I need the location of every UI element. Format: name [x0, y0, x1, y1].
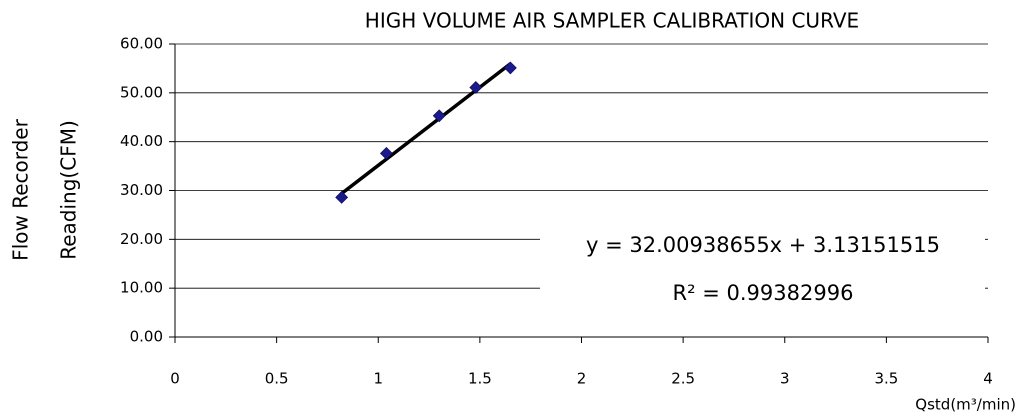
x-tick-label: 3.5 [874, 370, 898, 388]
x-tick-label: 0.5 [265, 370, 289, 388]
y-tick-label: 40.00 [120, 132, 163, 150]
y-axis-label: Reading(CFM) [57, 120, 81, 260]
point [379, 146, 393, 160]
trendline-equation: y = 32.00938655x + 3.13151515 [586, 233, 940, 257]
trendline-r2: R² = 0.99382996 [673, 281, 854, 305]
chart-title: HIGH VOLUME AIR SAMPLER CALIBRATION CURV… [365, 9, 859, 33]
trendline [340, 62, 512, 195]
x-tick-label: 4 [983, 370, 993, 388]
point [432, 109, 446, 123]
x-tick-label: 2.5 [671, 370, 695, 388]
x-tick-label: 1 [373, 370, 383, 388]
y-tick-label: 50.00 [120, 83, 163, 101]
y-tick-label: 20.00 [120, 230, 163, 248]
y-axis-label: Flow Recorder [9, 118, 33, 260]
x-tick-label: 2 [577, 370, 587, 388]
y-tick-label: 0.00 [130, 328, 163, 346]
point [469, 81, 483, 94]
equation-box [540, 225, 985, 307]
x-axis-label: Qstd(m³/min) [915, 396, 1016, 414]
x-tick-label: 0 [170, 370, 180, 388]
x-tick-label: 1.5 [468, 370, 492, 388]
y-tick-label: 10.00 [120, 279, 163, 297]
x-tick-label: 3 [780, 370, 790, 388]
point [335, 190, 349, 204]
y-tick-label: 60.00 [120, 35, 163, 53]
y-tick-label: 30.00 [120, 181, 163, 199]
point [503, 61, 517, 75]
